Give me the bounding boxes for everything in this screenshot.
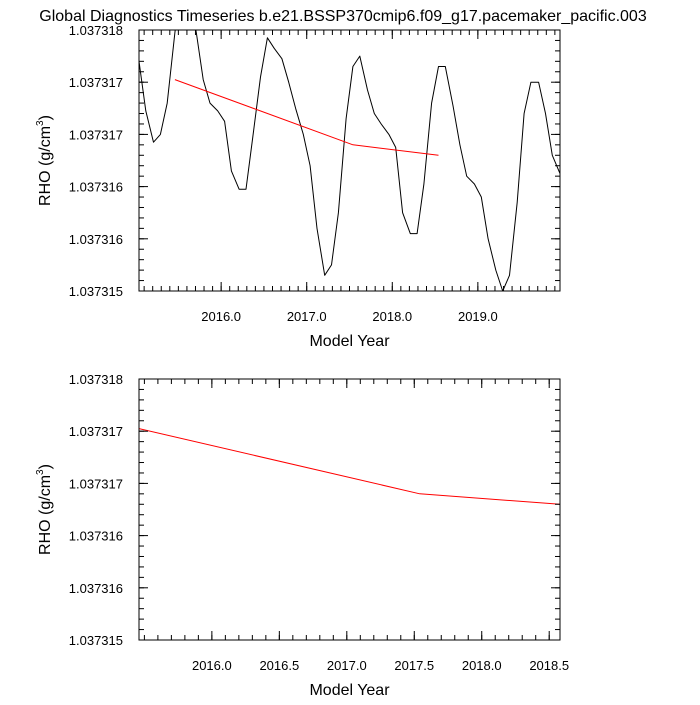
y-tick-label: 1.037317 bbox=[69, 424, 123, 439]
x-tick-label: 2016.5 bbox=[259, 658, 299, 673]
y-axis-title-superscript: 3 bbox=[35, 120, 46, 126]
timeseries-panel-1: 2016.0 2017.0 2018.0 2019.0 1.037315 1.037316… bbox=[35, 23, 561, 350]
x-tick-label: 2017.5 bbox=[394, 658, 434, 673]
y-axis-title: RHO (g/cm3) bbox=[35, 115, 54, 206]
y-axis-title-close: ) bbox=[37, 464, 54, 469]
y-tick-label: 1.037315 bbox=[69, 633, 123, 648]
timeseries-panel-2: 2016.0 2016.5 2017.0 2017.5 2018.0 2018.5 1.03… bbox=[35, 372, 569, 699]
y-tick-label: 1.037317 bbox=[69, 476, 123, 491]
y-axis-title-close: ) bbox=[37, 115, 54, 120]
smoothed-series-line bbox=[174, 79, 439, 156]
x-tick-label: 2016.0 bbox=[201, 309, 241, 324]
x-tick-label: 2017.0 bbox=[287, 309, 327, 324]
y-tick-label: 1.037318 bbox=[69, 372, 123, 387]
x-axis-title: Model Year bbox=[309, 682, 390, 699]
x-tick-label: 2019.0 bbox=[458, 309, 498, 324]
x-tick-label: 2017.0 bbox=[327, 658, 367, 673]
y-axis-title-superscript: 3 bbox=[35, 469, 46, 475]
x-tick-label: 2018.0 bbox=[372, 309, 412, 324]
x-axis-title: Model Year bbox=[309, 333, 390, 350]
smoothed-series-line bbox=[139, 428, 560, 505]
y-tick-label: 1.037316 bbox=[69, 232, 123, 247]
chart-title: Global Diagnostics Timeseries b.e21.BSSP… bbox=[39, 8, 647, 25]
y-axis-title: RHO (g/cm3) bbox=[35, 464, 54, 555]
y-tick-label: 1.037316 bbox=[69, 180, 123, 195]
x-tick-label: 2018.0 bbox=[462, 658, 502, 673]
y-axis-title-text: RHO (g/cm bbox=[37, 475, 54, 555]
y-axis-title-text: RHO (g/cm bbox=[37, 126, 54, 206]
raw-series-line bbox=[139, 30, 560, 291]
x-tick-label: 2016.0 bbox=[192, 658, 232, 673]
y-tick-label: 1.037317 bbox=[69, 127, 123, 142]
plot-frame bbox=[138, 378, 561, 641]
y-tick-label: 1.037317 bbox=[69, 75, 123, 90]
y-tick-label: 1.037316 bbox=[69, 529, 123, 544]
x-tick-label: 2018.5 bbox=[529, 658, 569, 673]
y-tick-label: 1.037318 bbox=[69, 23, 123, 38]
y-tick-label: 1.037316 bbox=[69, 581, 123, 596]
y-tick-label: 1.037315 bbox=[69, 284, 123, 299]
